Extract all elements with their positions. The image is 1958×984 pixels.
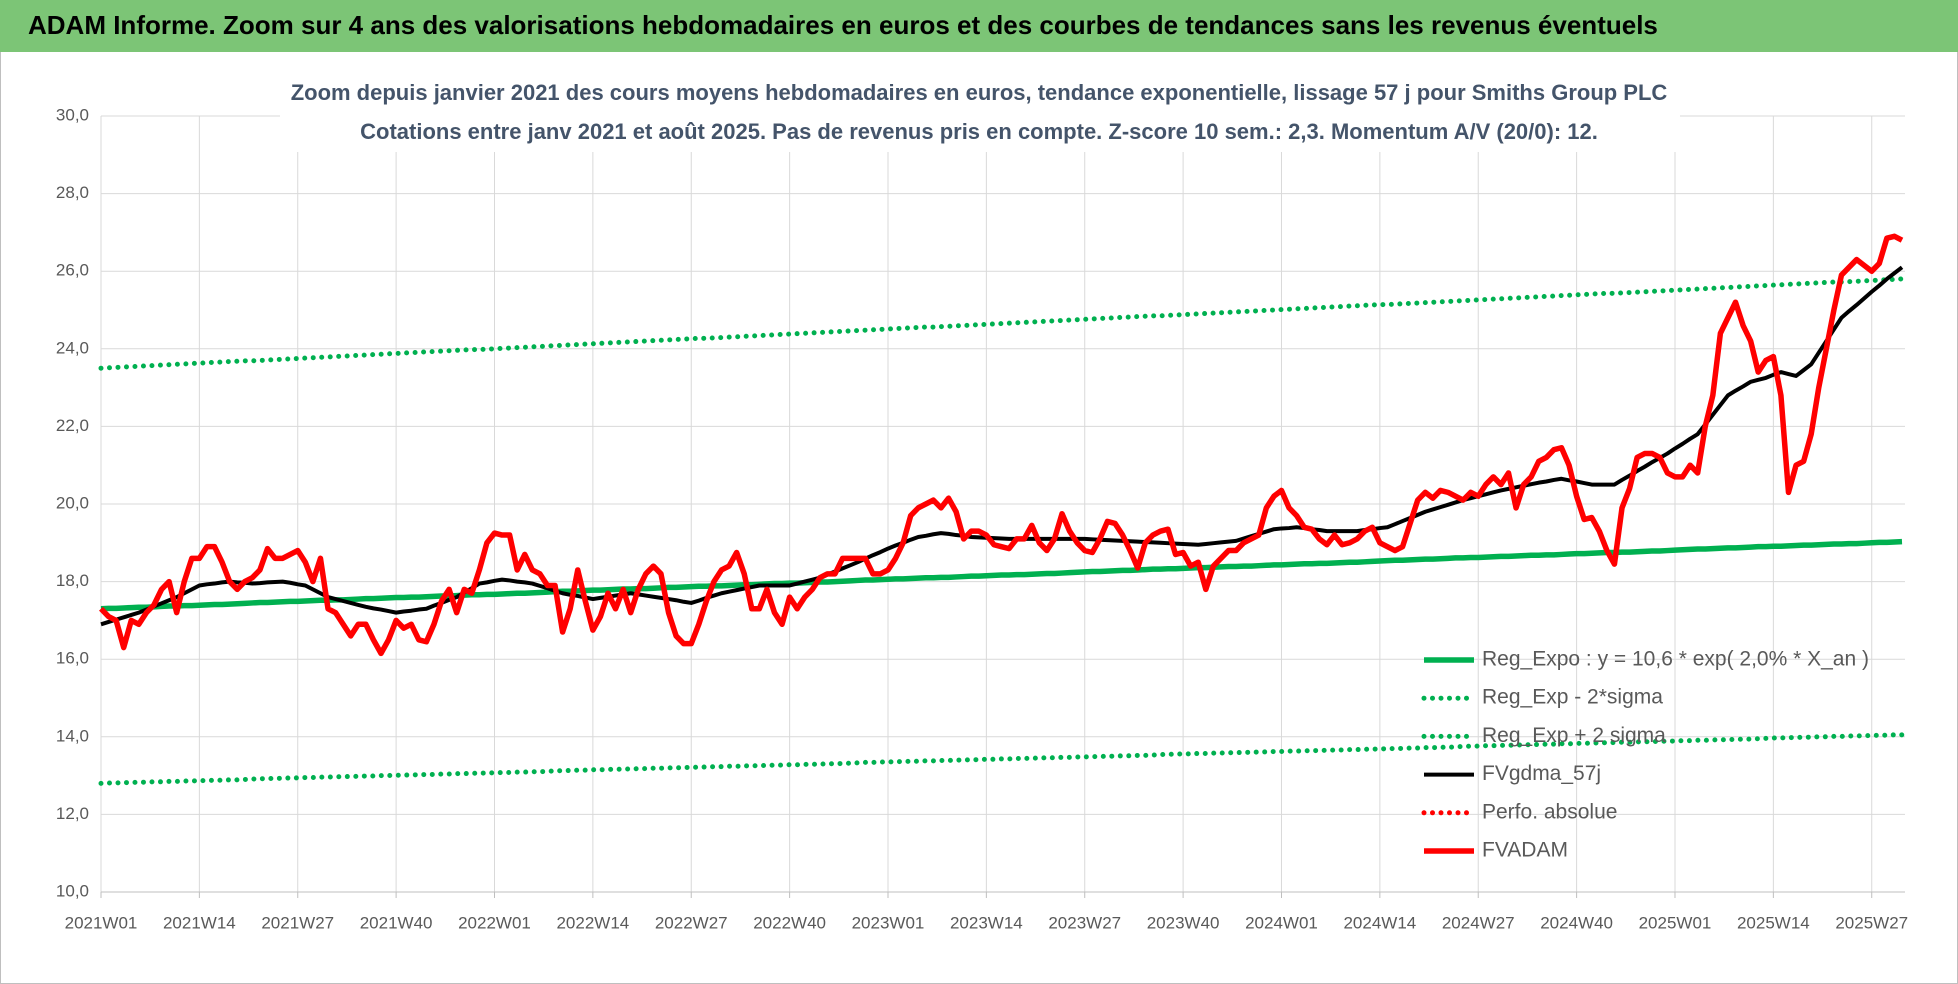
plot-area: 10,0 12,0 14,0 16,0 18,0 20,0 22,0 24,0 26,0 28,0… bbox=[56, 105, 1908, 932]
x-tick-label: 2023W27 bbox=[1048, 913, 1121, 932]
x-tick-label: 2022W14 bbox=[556, 913, 629, 932]
x-tick-label: 2023W40 bbox=[1147, 913, 1220, 932]
series-line bbox=[99, 233, 1904, 657]
y-tick-label: 22,0 bbox=[56, 416, 89, 435]
y-tick-label: 12,0 bbox=[56, 804, 89, 823]
chart-title: Zoom depuis janvier 2021 des cours moyen… bbox=[291, 80, 1668, 105]
legend-label: Reg_Exp + 2 sigma bbox=[1482, 724, 1666, 747]
x-tick-label: 2021W01 bbox=[65, 913, 138, 932]
x-tick-label: 2022W27 bbox=[655, 913, 728, 932]
y-tick-label: 24,0 bbox=[56, 338, 89, 357]
chart-subtitle: Cotations entre janv 2021 et août 2025. … bbox=[360, 119, 1598, 144]
y-tick-label: 18,0 bbox=[56, 571, 89, 590]
y-tick-label: 14,0 bbox=[56, 726, 89, 745]
x-tick-label: 2024W01 bbox=[1245, 913, 1318, 932]
x-tick-label: 2025W14 bbox=[1737, 913, 1810, 932]
series-line bbox=[98, 732, 1905, 786]
x-tick-label: 2023W01 bbox=[852, 913, 925, 932]
legend-label: Reg_Exp - 2*sigma bbox=[1482, 686, 1663, 709]
x-tick-label: 2024W14 bbox=[1343, 913, 1416, 932]
header-bar bbox=[0, 0, 1958, 52]
legend: Reg_Expo : y = 10,6 * exp( 2,0% * X_an )… bbox=[1421, 648, 1869, 862]
x-tick-label: 2022W40 bbox=[753, 913, 826, 932]
x-tick-label: 2025W27 bbox=[1835, 913, 1908, 932]
x-tick-label: 2024W27 bbox=[1442, 913, 1515, 932]
x-tick-label: 2025W01 bbox=[1639, 913, 1712, 932]
header-title: ADAM Informe. Zoom sur 4 ans des valoris… bbox=[28, 10, 1658, 40]
x-tick-label: 2022W01 bbox=[458, 913, 531, 932]
series-line bbox=[98, 276, 1905, 371]
legend-label: FVADAM bbox=[1482, 839, 1568, 862]
legend-label: Perfo. absolue bbox=[1482, 800, 1617, 823]
y-tick-label: 28,0 bbox=[56, 183, 89, 202]
y-tick-label: 20,0 bbox=[56, 493, 89, 512]
y-tick-label: 26,0 bbox=[56, 261, 89, 280]
x-tick-label: 2024W40 bbox=[1540, 913, 1613, 932]
y-tick-label: 16,0 bbox=[56, 649, 89, 668]
y-tick-label: 10,0 bbox=[56, 881, 89, 900]
series-line bbox=[100, 265, 1904, 627]
x-tick-label: 2021W40 bbox=[360, 913, 433, 932]
x-tick-label: 2021W14 bbox=[163, 913, 236, 932]
x-tick-label: 2021W27 bbox=[261, 913, 334, 932]
series-line bbox=[100, 538, 1903, 612]
y-tick-label: 30,0 bbox=[56, 105, 89, 124]
x-tick-label: 2023W14 bbox=[950, 913, 1023, 932]
legend-label: Reg_Expo : y = 10,6 * exp( 2,0% * X_an ) bbox=[1482, 648, 1869, 671]
legend-label: FVgdma_57j bbox=[1482, 762, 1601, 785]
title-background bbox=[280, 74, 1680, 152]
